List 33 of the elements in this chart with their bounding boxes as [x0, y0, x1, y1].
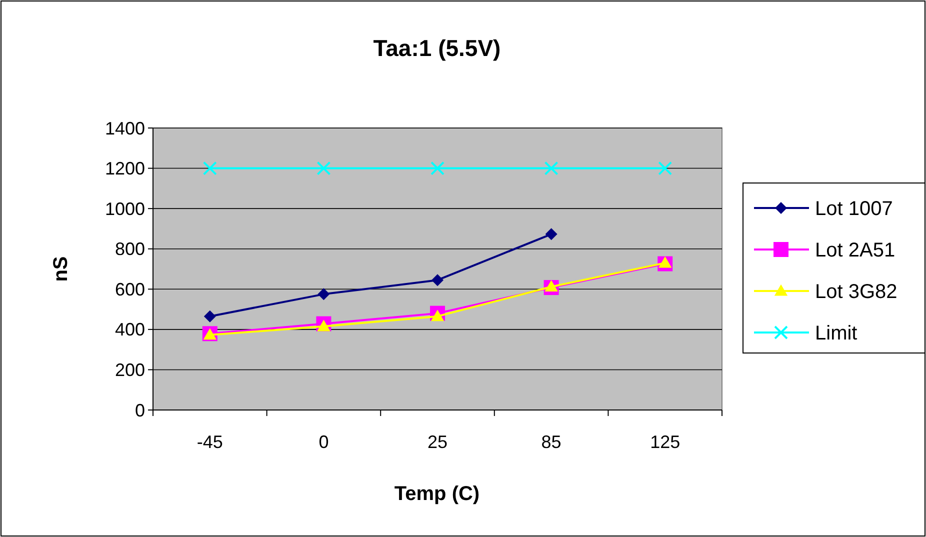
point: [202, 161, 217, 176]
legend-label: Limit: [815, 322, 858, 344]
y-tick-label: 0: [134, 400, 145, 420]
x-tick-label: -45: [196, 432, 223, 452]
y-tick-label: 1400: [104, 118, 145, 138]
point: [432, 274, 444, 286]
y-tick-label: 400: [114, 320, 145, 340]
chart-title: Taa:1 (5.5V): [373, 35, 501, 62]
point: [658, 256, 672, 268]
y-tick-label: 1200: [104, 158, 145, 179]
point: [204, 310, 216, 322]
y-tick-label: 600: [114, 279, 145, 300]
y-tick-label: 1000: [104, 198, 145, 219]
legend-label: Lot 2A51: [815, 240, 896, 262]
x-tick-label: 25: [427, 432, 448, 452]
x-tick-label: 85: [541, 432, 562, 452]
point: [317, 320, 330, 332]
legend-label: Lot 1007: [815, 198, 893, 220]
point: [430, 310, 444, 322]
x-axis-title: Temp (C): [394, 483, 480, 505]
point: [545, 228, 558, 240]
point: [544, 161, 558, 176]
y-axis-title: nS: [50, 256, 72, 282]
point: [658, 161, 672, 176]
point: [318, 288, 330, 300]
legend-label: Lot 3G82: [815, 281, 898, 303]
x-tick-label: 125: [650, 432, 680, 452]
y-tick-label: 200: [114, 360, 145, 380]
x-tick-label: 0: [318, 432, 329, 452]
point: [544, 280, 558, 292]
y-tick-label: 800: [114, 239, 145, 260]
point: [430, 161, 444, 176]
point: [316, 161, 331, 176]
